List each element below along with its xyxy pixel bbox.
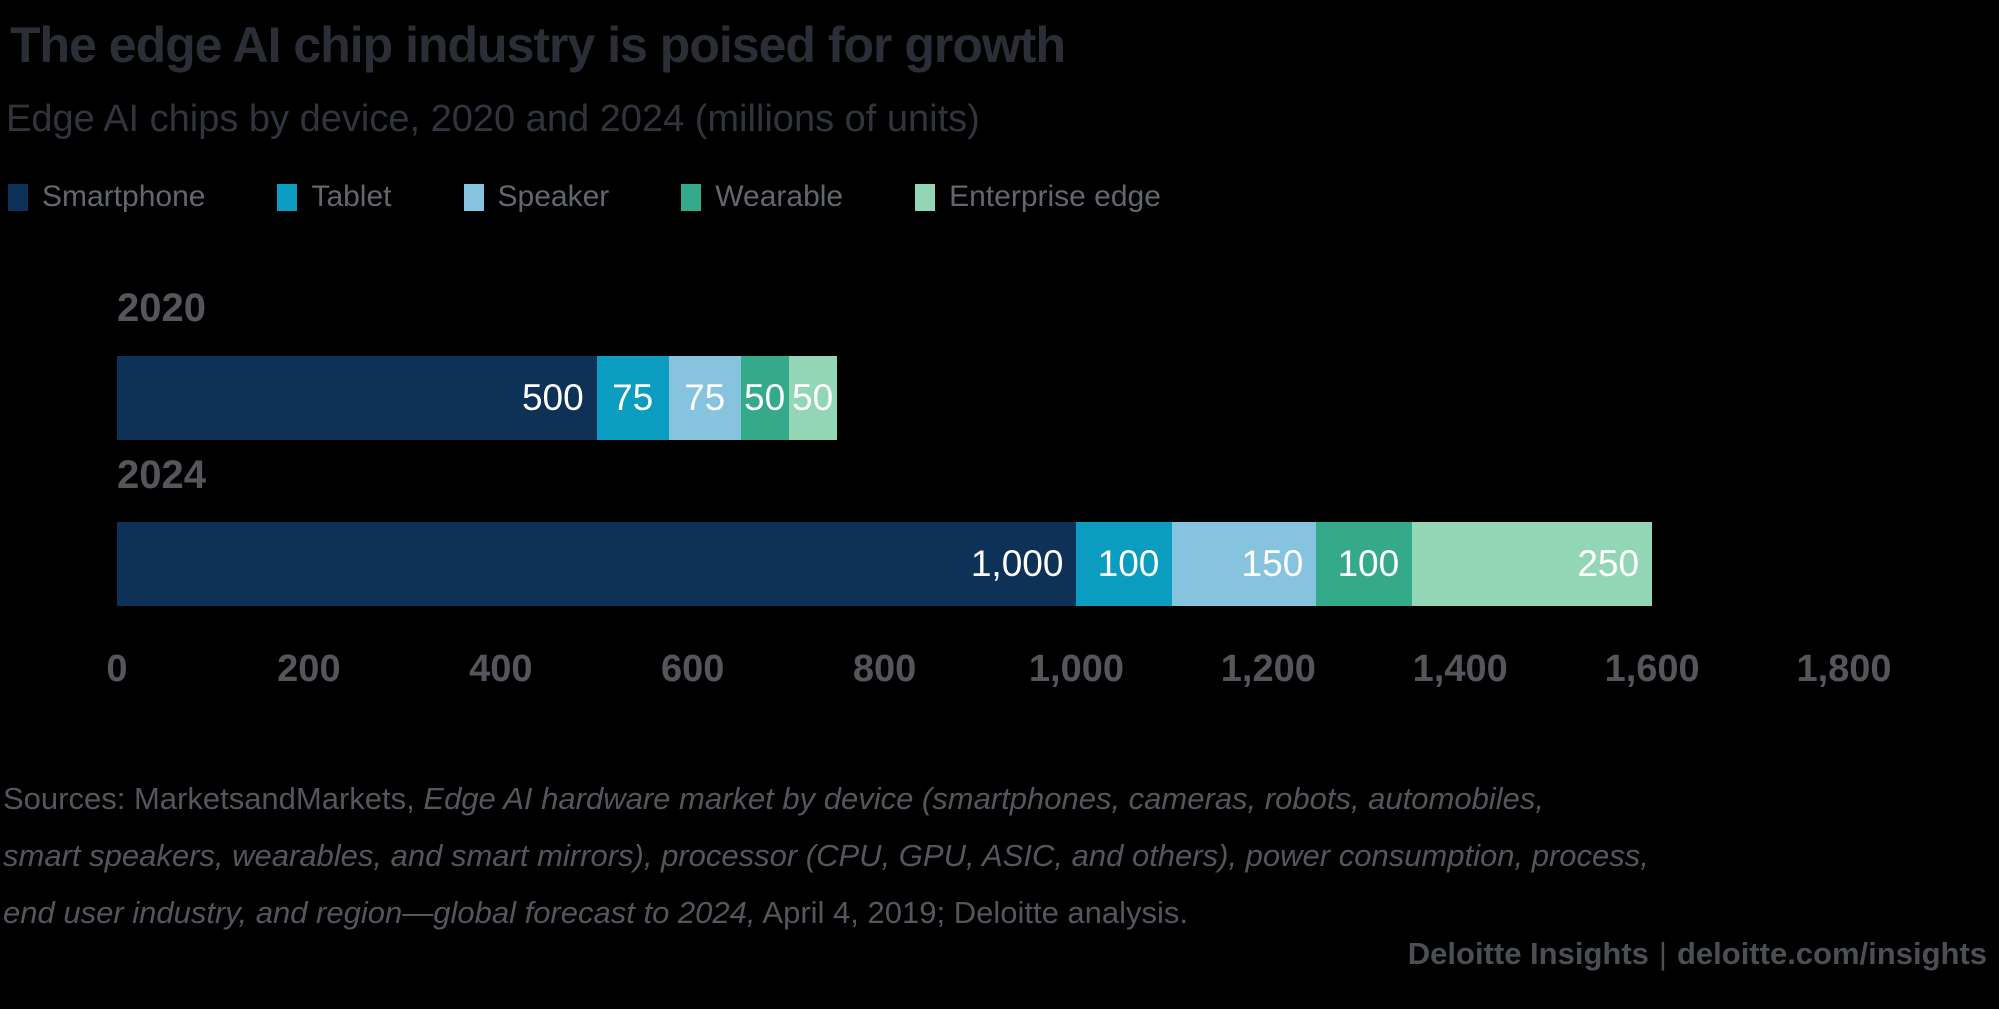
bar-value-label: 500 bbox=[521, 377, 584, 418]
legend: Smartphone Tablet Speaker Wearable Enterpris… bbox=[8, 180, 1161, 214]
footer-url: deloitte.com/insights bbox=[1676, 936, 1987, 971]
bar-value-label: 1,000 bbox=[970, 543, 1064, 584]
source-line: smart speakers, wearables, and smart mir… bbox=[3, 827, 1649, 884]
chart-subtitle: Edge AI chips by device, 2020 and 2024 (… bbox=[6, 98, 980, 140]
sources-note: Sources: MarketsandMarkets, Edge AI hard… bbox=[3, 770, 1649, 941]
legend-label: Tablet bbox=[311, 180, 392, 213]
legend-swatch bbox=[681, 183, 702, 211]
legend-item-smartphone: Smartphone bbox=[8, 180, 205, 214]
bar-segment-speaker: 150 bbox=[1172, 522, 1317, 606]
bar-value-label: 100 bbox=[1097, 543, 1160, 584]
bar-segment-smartphone: 500 bbox=[117, 356, 597, 440]
source-line: end user industry, and region—global for… bbox=[3, 884, 1649, 941]
bar-segment-speaker: 75 bbox=[668, 356, 741, 440]
x-tick-600: 600 bbox=[660, 648, 725, 690]
x-tick-400: 400 bbox=[469, 648, 533, 690]
source-text: April 4, 2019; Deloitte analysis. bbox=[755, 895, 1189, 930]
legend-item-tablet: Tablet bbox=[277, 180, 392, 214]
x-tick-1600: 1,600 bbox=[1604, 648, 1700, 690]
legend-item-enterprise-edge: Enterprise edge bbox=[915, 180, 1161, 214]
legend-swatch bbox=[277, 183, 298, 211]
bar-value-label: 250 bbox=[1577, 543, 1640, 584]
bar-value-label: 150 bbox=[1241, 543, 1304, 584]
plot-area: 2020 500 75 75 50 50 2024 1,000 100 150 100 250 0 20… bbox=[106, 0, 1891, 1009]
x-tick-1200: 1,200 bbox=[1220, 648, 1316, 690]
bar-value-label: 50 bbox=[792, 377, 834, 418]
legend-item-wearable: Wearable bbox=[681, 180, 843, 214]
x-tick-0: 0 bbox=[106, 648, 128, 690]
bar-value-label: 75 bbox=[612, 377, 654, 418]
x-axis: 0 200 400 600 800 1,000 1,200 1,400 1,600 1,800 bbox=[106, 648, 1891, 698]
legend-swatch bbox=[8, 183, 28, 211]
bar-value-label: 75 bbox=[684, 377, 726, 418]
source-text-italic: smart speakers, wearables, and smart mir… bbox=[3, 838, 1649, 873]
category-label-2020: 2020 bbox=[117, 286, 206, 330]
x-tick-1400: 1,400 bbox=[1412, 648, 1508, 690]
bar-segment-tablet: 100 bbox=[1076, 522, 1173, 606]
footer-brand: Deloitte Insights bbox=[1407, 936, 1649, 971]
bar-segment-wearable: 100 bbox=[1316, 522, 1413, 606]
x-tick-1000: 1,000 bbox=[1028, 648, 1124, 690]
category-label-2024: 2024 bbox=[117, 453, 206, 497]
source-text-italic: end user industry, and region—global for… bbox=[3, 895, 756, 930]
bar-segment-tablet: 75 bbox=[596, 356, 669, 440]
bar-segment-wearable: 50 bbox=[740, 356, 789, 440]
chart-title: The edge AI chip industry is poised for … bbox=[10, 17, 1066, 73]
bar-row-2024: 1,000 100 150 100 250 bbox=[117, 522, 1653, 606]
footer-separator: | bbox=[1658, 936, 1667, 971]
bar-value-label: 100 bbox=[1337, 543, 1400, 584]
legend-swatch bbox=[915, 183, 936, 211]
legend-swatch bbox=[463, 183, 484, 211]
x-tick-1800: 1,800 bbox=[1796, 648, 1892, 690]
x-tick-800: 800 bbox=[852, 648, 917, 690]
legend-item-speaker: Speaker bbox=[463, 180, 610, 214]
source-text: Sources: MarketsandMarkets, bbox=[3, 781, 424, 816]
legend-label: Wearable bbox=[715, 180, 844, 213]
legend-label: Speaker bbox=[497, 180, 610, 213]
bar-segment-enterprise-edge: 50 bbox=[788, 356, 837, 440]
legend-label: Enterprise edge bbox=[949, 180, 1161, 213]
footer: Deloitte Insights | deloitte.com/insights bbox=[1408, 936, 1987, 972]
bar-value-label: 50 bbox=[744, 377, 786, 418]
bar-row-2020: 500 75 75 50 50 bbox=[117, 356, 837, 440]
legend-label: Smartphone bbox=[42, 180, 206, 213]
source-text-italic: Edge AI hardware market by device (smart… bbox=[423, 781, 1544, 816]
x-tick-200: 200 bbox=[277, 648, 341, 690]
bar-segment-smartphone: 1,000 bbox=[117, 522, 1077, 606]
bar-segment-enterprise-edge: 250 bbox=[1412, 522, 1653, 606]
source-line: Sources: MarketsandMarkets, Edge AI hard… bbox=[3, 770, 1649, 827]
